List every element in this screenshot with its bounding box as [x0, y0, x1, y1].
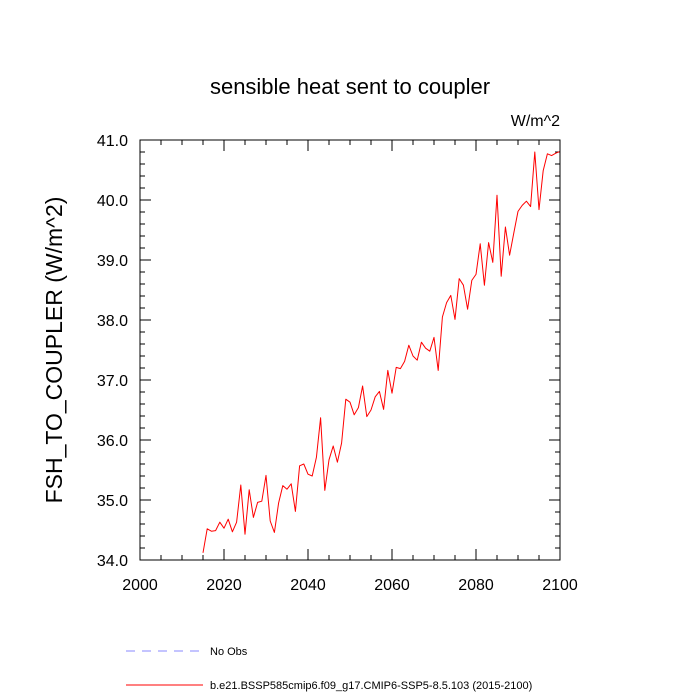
x-tick-labels: 2000 2020 2040 2060 2080 2100	[122, 577, 578, 594]
y-tick-label: 39.0	[97, 253, 128, 270]
y-axis-label: FSH_TO_COUPLER (W/m^2)	[41, 197, 67, 504]
series-line-0	[202, 150, 561, 553]
legend: No Obs b.e21.BSSP585cmip6.f09_g17.CMIP6-…	[126, 646, 532, 692]
legend-label-model: b.e21.BSSP585cmip6.f09_g17.CMIP6-SSP5-8.…	[210, 680, 532, 692]
legend-label-no-obs: No Obs	[210, 646, 248, 658]
y-tick-label: 41.0	[97, 133, 128, 150]
y-tick-label: 37.0	[97, 373, 128, 390]
x-tick-label: 2060	[374, 577, 410, 594]
y-tick-labels: 34.0 35.0 36.0 37.0 38.0 39.0 40.0 41.0	[97, 133, 128, 570]
x-tick-label: 2080	[458, 577, 494, 594]
y-tick-label: 35.0	[97, 493, 128, 510]
chart-title: sensible heat sent to coupler	[210, 74, 490, 99]
series-layer	[202, 150, 561, 553]
units-label: W/m^2	[511, 113, 560, 130]
plot-frame	[139, 139, 561, 561]
x-tick-label: 2040	[290, 577, 326, 594]
y-tick-label: 40.0	[97, 193, 128, 210]
x-tick-label: 2020	[206, 577, 242, 594]
x-tick-label: 2100	[542, 577, 578, 594]
y-tick-label: 38.0	[97, 313, 128, 330]
y-tick-label: 36.0	[97, 433, 128, 450]
y-tick-label: 34.0	[97, 553, 128, 570]
x-tick-label: 2000	[122, 577, 158, 594]
